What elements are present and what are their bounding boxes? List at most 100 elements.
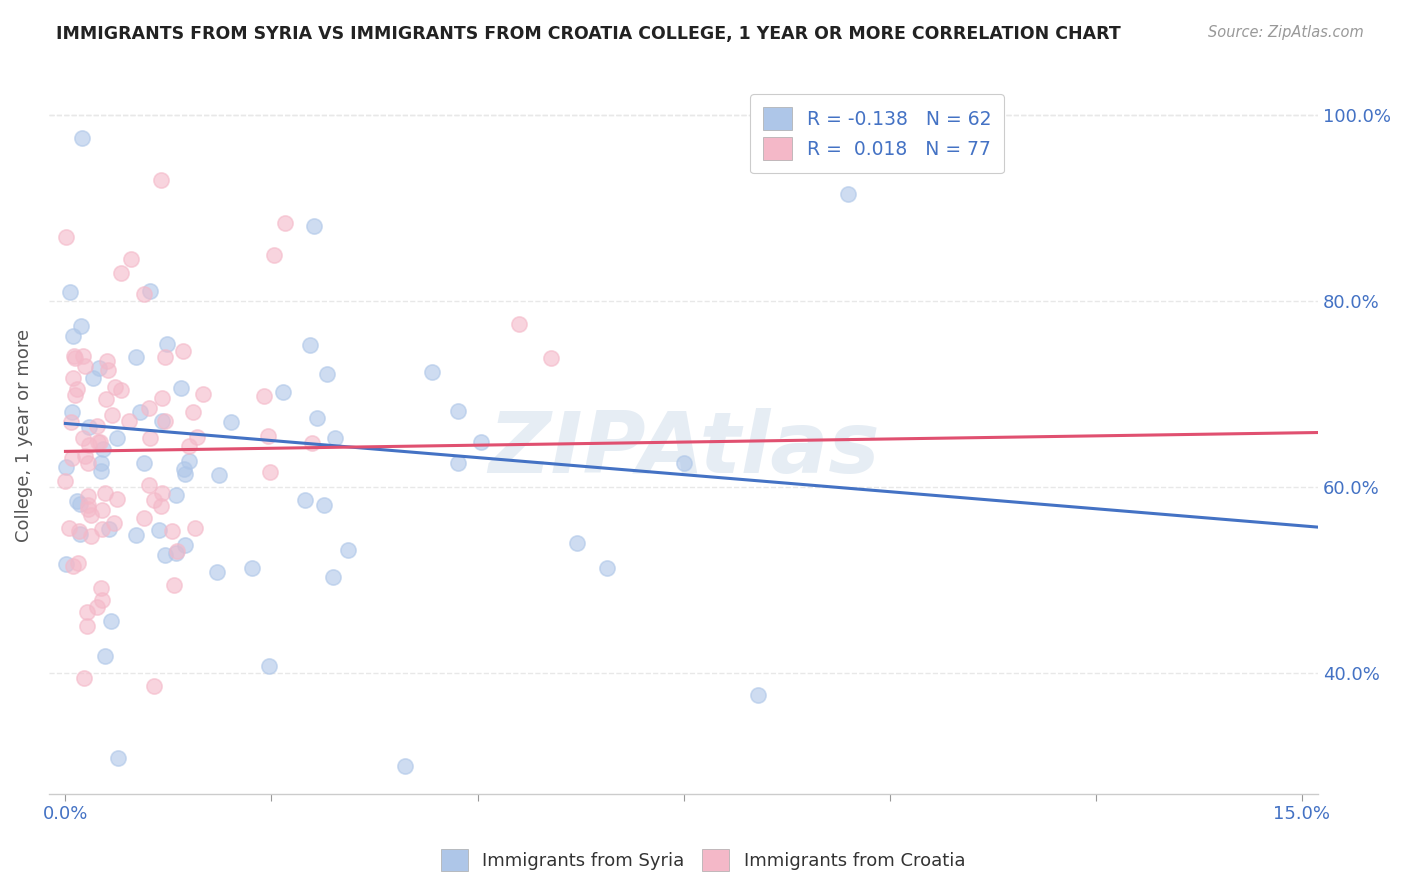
Point [153,350,176,364]
Point [90,465,112,479]
Point [66,494,89,508]
Point [304,219,326,234]
Point [142,492,165,507]
Point [208,468,231,483]
Point [337,543,360,558]
Point [837,186,859,201]
Point [155,337,177,351]
Point [87,435,110,450]
Point [153,414,176,428]
Point [63,349,86,363]
Point [394,758,416,772]
Point [315,367,337,381]
Point [173,462,195,476]
Point [60,451,83,466]
Point [134,510,156,524]
Point [62,328,84,343]
Point [59,416,82,430]
Point [595,560,617,574]
Point [165,546,187,560]
Point [107,491,129,506]
Point [62,370,84,384]
Point [256,429,278,443]
Point [70,131,93,145]
Point [104,380,127,394]
Point [97,522,120,536]
Point [153,549,176,563]
Point [470,434,492,449]
Point [446,404,468,418]
Point [77,501,100,516]
Point [173,467,195,481]
Point [149,499,172,513]
Legend: R = -0.138   N = 62, R =  0.018   N = 77: R = -0.138 N = 62, R = 0.018 N = 77 [751,94,1004,173]
Point [150,392,173,406]
Point [76,498,98,512]
Point [205,565,228,579]
Point [259,465,281,479]
Point [86,418,108,433]
Point [139,431,162,445]
Point [174,538,197,552]
Point [73,449,96,463]
Point [273,385,295,400]
Point [94,486,117,500]
Point [314,498,336,512]
Point [67,556,90,570]
Point [76,619,98,633]
Point [110,266,132,280]
Point [257,658,280,673]
Point [152,486,174,500]
Point [77,489,100,503]
Point [170,381,193,395]
Point [305,411,328,425]
Point [179,453,201,467]
Point [747,688,769,702]
Point [322,570,344,584]
Point [89,361,111,376]
Point [184,521,207,535]
Point [86,600,108,615]
Point [69,527,91,541]
Point [55,474,77,488]
Point [508,317,530,331]
Point [77,437,100,451]
Point [100,614,122,628]
Point [138,401,160,416]
Legend: Immigrants from Syria, Immigrants from Croatia: Immigrants from Syria, Immigrants from C… [433,842,973,879]
Point [120,252,142,266]
Point [77,456,100,470]
Point [166,543,188,558]
Point [91,503,114,517]
Point [79,508,101,523]
Point [149,173,172,187]
Point [129,405,152,419]
Point [75,359,97,373]
Point [77,420,100,434]
Point [540,351,562,365]
Point [66,382,89,396]
Point [263,248,285,262]
Text: ZIPAtlas: ZIPAtlas [488,409,879,491]
Point [447,456,470,470]
Point [69,497,91,511]
Point [118,414,141,428]
Point [672,457,695,471]
Point [67,524,90,538]
Point [94,648,117,663]
Text: Source: ZipAtlas.com: Source: ZipAtlas.com [1208,25,1364,40]
Point [181,405,204,419]
Point [65,388,87,402]
Point [82,371,104,385]
Point [72,431,94,445]
Point [163,578,186,592]
Point [55,460,77,475]
Point [89,434,111,449]
Point [138,284,160,298]
Point [420,365,443,379]
Text: IMMIGRANTS FROM SYRIA VS IMMIGRANTS FROM CROATIA COLLEGE, 1 YEAR OR MORE CORRELA: IMMIGRANTS FROM SYRIA VS IMMIGRANTS FROM… [56,25,1121,43]
Point [165,488,187,502]
Point [134,456,156,470]
Point [80,529,103,543]
Point [323,431,346,445]
